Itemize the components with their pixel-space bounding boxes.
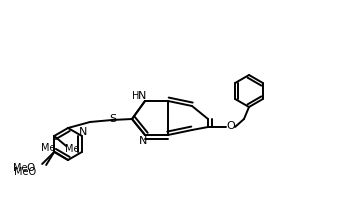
Text: MeO: MeO bbox=[14, 167, 36, 177]
Text: H: H bbox=[132, 91, 140, 101]
Text: Me: Me bbox=[65, 144, 79, 154]
Text: N: N bbox=[79, 127, 87, 137]
Text: S: S bbox=[109, 114, 116, 124]
Text: Me: Me bbox=[41, 143, 55, 153]
Text: N: N bbox=[139, 136, 147, 146]
Text: O: O bbox=[26, 163, 34, 173]
Text: O: O bbox=[227, 121, 235, 131]
Text: Me: Me bbox=[13, 163, 27, 173]
Text: N: N bbox=[138, 91, 146, 101]
